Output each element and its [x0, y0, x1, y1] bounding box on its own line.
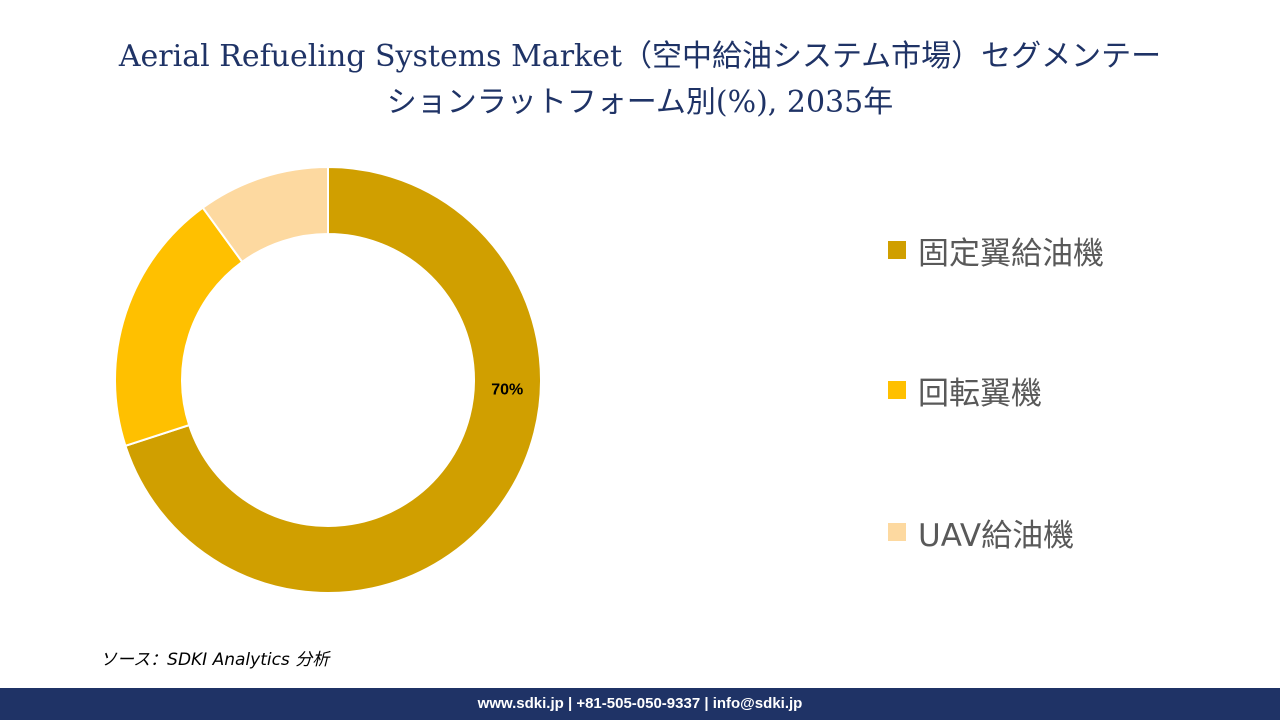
chart-title-line-1: Aerial Refueling Systems Market（空中給油システム… [118, 39, 1162, 74]
legend-swatch [888, 241, 906, 259]
legend-item-3: UAV給油機 [888, 512, 1075, 554]
chart-title: Aerial Refueling Systems Market（空中給油システム… [20, 34, 1260, 126]
legend-item-2: 回転翼機 [888, 370, 1042, 412]
legend-label: 固定翼給油機 [918, 235, 1104, 272]
legend-label: 回転翼機 [918, 375, 1042, 412]
donut-slice-1 [124, 165, 542, 594]
legend-item-1: 固定翼給油機 [888, 230, 1104, 272]
source-note: ソース：SDKI Analytics 分析 [100, 650, 330, 670]
legend-swatch [888, 523, 906, 541]
donut-slice-2 [114, 206, 244, 448]
chart-title-line-2: ションラットフォーム別(%), 2035年 [386, 85, 894, 120]
legend-label: UAV給油機 [918, 517, 1075, 554]
data-label-1: 70% [491, 381, 523, 398]
donut-slice-3 [201, 165, 329, 264]
footer-contact-bar: www.sdki.jp | +81-505-050-9337 | info@sd… [0, 688, 1280, 720]
legend-swatch [888, 381, 906, 399]
